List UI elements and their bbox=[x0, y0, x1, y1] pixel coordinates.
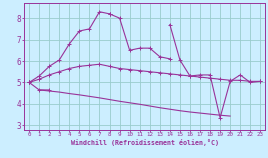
X-axis label: Windchill (Refroidissement éolien,°C): Windchill (Refroidissement éolien,°C) bbox=[71, 139, 219, 146]
